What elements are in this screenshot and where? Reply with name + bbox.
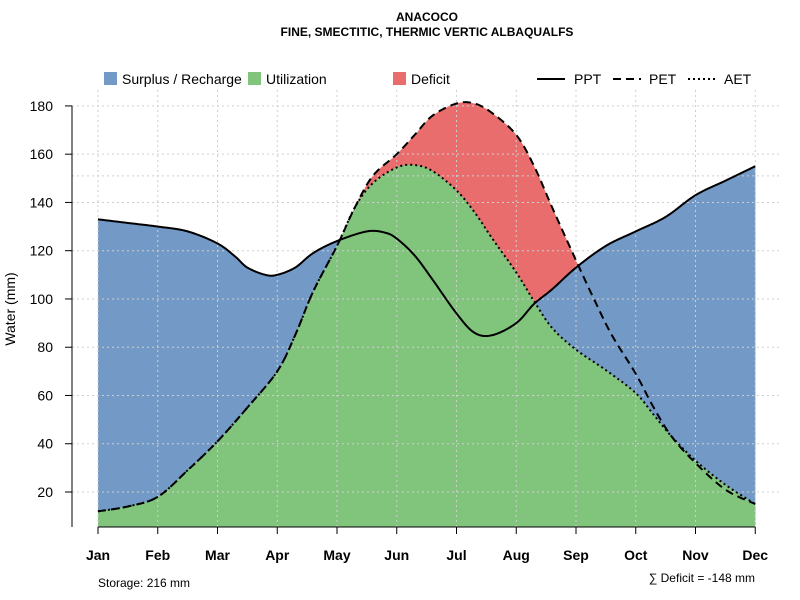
deficit-sum-text: ∑ Deficit = -148 mm	[649, 571, 755, 585]
y-tick-label-100: 100	[30, 291, 54, 307]
chart-title: ANACOCO	[396, 10, 458, 24]
x-tick-label-jun: Jun	[384, 547, 409, 563]
y-tick-label-20: 20	[37, 484, 53, 500]
axis-layer: 20 40 60 80 100 120 140 160 180 Jan Feb Mar Apr May Ju…	[30, 98, 769, 563]
legend: Surplus / Recharge Utilization Deficit PPT P…	[104, 71, 752, 87]
x-tick-label-sep: Sep	[563, 547, 589, 563]
y-tick-label-60: 60	[37, 387, 53, 403]
legend-label-aet: AET	[724, 71, 752, 87]
y-tick-label-40: 40	[37, 436, 53, 452]
line-layer	[97, 101, 756, 513]
x-tick-label-apr: Apr	[265, 547, 290, 563]
y-tick-label-80: 80	[37, 339, 53, 355]
utilization-area	[98, 164, 756, 528]
legend-swatch-utilization	[248, 72, 261, 85]
y-axis-label: Water (mm)	[2, 272, 18, 345]
y-tick-label-180: 180	[30, 98, 54, 114]
legend-swatch-deficit	[393, 72, 406, 85]
legend-swatch-surplus-recharge	[104, 72, 117, 85]
legend-label-pet: PET	[649, 71, 677, 87]
storage-text: Storage: 216 mm	[98, 576, 190, 590]
x-tick-label-aug: Aug	[503, 547, 530, 563]
x-tick-label-jan: Jan	[86, 547, 110, 563]
legend-label-utilization: Utilization	[266, 71, 327, 87]
x-tick-label-dec: Dec	[742, 547, 768, 563]
x-tick-label-mar: Mar	[205, 547, 230, 563]
x-tick-label-nov: Nov	[682, 547, 709, 563]
x-tick-label-feb: Feb	[145, 547, 170, 563]
grid-layer	[72, 90, 782, 527]
x-tick-label-may: May	[323, 547, 350, 563]
y-tick-label-160: 160	[30, 146, 54, 162]
legend-label-surplus-recharge: Surplus / Recharge	[122, 71, 242, 87]
x-tick-label-oct: Oct	[624, 547, 648, 563]
legend-label-deficit: Deficit	[411, 71, 450, 87]
y-tick-label-120: 120	[30, 243, 54, 259]
chart-subtitle: FINE, SMECTITIC, THERMIC VERTIC ALBAQUAL…	[281, 25, 574, 39]
area-layer	[98, 102, 756, 528]
aet-line	[97, 163, 756, 513]
legend-label-ppt: PPT	[574, 71, 602, 87]
x-tick-label-jul: Jul	[446, 547, 466, 563]
pet-line	[97, 101, 756, 513]
ppt-line	[97, 165, 756, 338]
y-tick-label-140: 140	[30, 194, 54, 210]
